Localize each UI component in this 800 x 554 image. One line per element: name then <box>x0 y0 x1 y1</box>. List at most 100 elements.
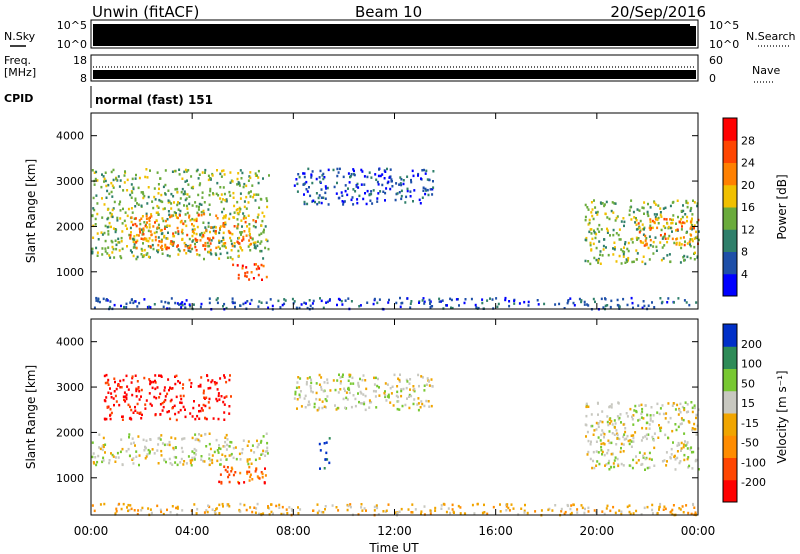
range-cell <box>409 190 412 193</box>
range-cell <box>316 409 319 412</box>
range-cell <box>240 177 243 180</box>
range-cell <box>231 467 234 471</box>
range-cell <box>395 192 398 196</box>
range-cell <box>158 187 160 191</box>
range-cell <box>675 238 678 241</box>
range-cell <box>230 395 232 398</box>
range-cell <box>154 198 157 201</box>
range-cell <box>298 386 301 389</box>
range-cell <box>363 175 366 178</box>
range-cell <box>410 180 413 184</box>
range-cell <box>136 380 139 383</box>
range-cell <box>251 444 254 447</box>
range-cell <box>686 242 689 245</box>
range-cell <box>422 189 425 192</box>
range-cell <box>345 391 348 394</box>
range-cell <box>619 238 622 241</box>
range-cell <box>222 400 225 404</box>
range-cell <box>376 197 379 200</box>
range-cell <box>523 509 526 513</box>
range-cell <box>142 227 145 230</box>
range-cell <box>412 174 415 178</box>
range-cell <box>653 220 656 224</box>
range-cell <box>624 430 627 434</box>
range-cell <box>298 306 301 310</box>
range-cell <box>632 210 635 214</box>
range-cell <box>109 300 112 303</box>
range-cell <box>637 237 640 240</box>
range-cell <box>638 404 641 407</box>
range-cell <box>256 445 259 449</box>
range-cell <box>591 237 594 241</box>
range-cell <box>299 377 302 380</box>
range-cell <box>681 221 684 224</box>
range-cell <box>243 230 246 233</box>
range-cell <box>649 414 652 417</box>
range-cell <box>252 241 255 245</box>
range-cell <box>400 183 403 187</box>
range-cell <box>620 462 623 466</box>
range-cell <box>597 436 600 439</box>
range-cell <box>650 458 653 461</box>
range-cell <box>358 400 360 404</box>
range-cell <box>694 427 697 431</box>
range-cell <box>588 221 591 225</box>
range-cell <box>476 502 479 506</box>
range-cell <box>384 199 386 202</box>
range-cell <box>427 400 430 403</box>
range-cell <box>144 457 147 460</box>
range-cell <box>451 508 454 511</box>
range-cell <box>254 174 257 177</box>
range-cell <box>205 396 208 399</box>
range-cell <box>198 410 200 413</box>
range-cell <box>215 214 218 217</box>
range-cell <box>142 229 145 232</box>
range-cell <box>672 441 674 444</box>
range-cell <box>132 223 134 227</box>
range-cell <box>609 305 612 309</box>
range-cell <box>202 459 204 463</box>
range-cell <box>328 437 331 440</box>
range-cell <box>222 224 225 227</box>
range-cell <box>318 398 321 401</box>
range-cell <box>179 394 182 398</box>
range-cell <box>483 503 485 507</box>
freq-strip: Freq. [MHz] 18 8 60 0 Nave <box>4 54 780 85</box>
colorbar-swatch <box>723 162 737 186</box>
range-cell <box>591 208 594 211</box>
range-cell <box>208 203 211 206</box>
range-cell <box>214 232 217 235</box>
range-cell <box>222 231 225 235</box>
range-cell <box>683 407 686 410</box>
range-cell <box>136 202 138 205</box>
range-cell <box>644 457 647 461</box>
range-cell <box>119 379 122 383</box>
range-cell <box>153 452 156 455</box>
range-cell <box>683 299 686 302</box>
range-cell <box>138 398 141 401</box>
range-cell <box>336 181 338 185</box>
range-cell <box>254 199 257 202</box>
range-cell <box>617 401 620 404</box>
range-cell <box>581 506 584 510</box>
range-cell <box>97 454 100 458</box>
range-cell <box>318 373 321 377</box>
range-cell <box>547 508 550 512</box>
range-cell <box>111 195 114 198</box>
range-cell <box>194 242 196 246</box>
range-cell <box>611 432 614 435</box>
range-cell <box>115 507 118 511</box>
range-cell <box>607 449 610 452</box>
range-cell <box>152 380 155 384</box>
range-cell <box>204 248 207 251</box>
range-cell <box>241 267 244 270</box>
range-cell <box>198 404 201 407</box>
range-cell <box>148 217 151 220</box>
range-cell <box>319 449 322 452</box>
range-cell <box>316 202 319 206</box>
range-cell <box>686 447 689 450</box>
range-cell <box>152 247 155 251</box>
range-cell <box>593 256 596 260</box>
range-cell <box>189 250 192 253</box>
range-cell <box>246 225 248 228</box>
